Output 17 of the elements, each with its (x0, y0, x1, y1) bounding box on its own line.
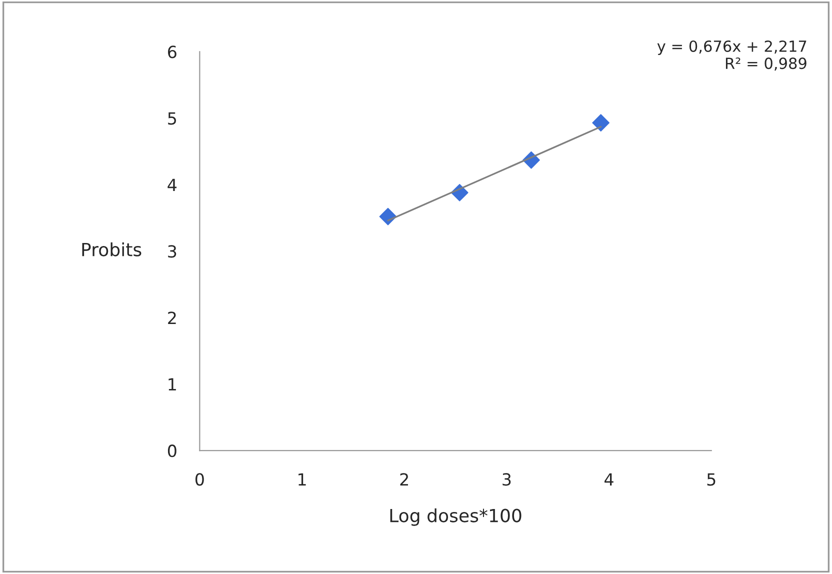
y-tick-label: 1 (168, 378, 176, 390)
point (592, 114, 610, 132)
y-tick-label: 3 (168, 245, 176, 258)
y-axis-title: Probits (82, 242, 142, 256)
y-tick-label: 6 (168, 46, 176, 58)
y-tick-label: 0 (168, 444, 176, 458)
y-tick-label: 4 (168, 178, 177, 191)
x-tick-label: 0 (195, 473, 204, 486)
y-tick-label: 2 (168, 312, 176, 324)
x-tick-label: 4 (604, 473, 614, 486)
x-tick-label: 5 (707, 473, 716, 486)
x-axis-title: Log doses*100 (390, 508, 522, 526)
x-tick-label: 3 (502, 473, 511, 486)
annotation: y = 0,676x + 2,217 R² = 0,989 (657, 40, 806, 71)
x-tick-label: 2 (400, 473, 408, 486)
x-tick-label: 1 (298, 473, 306, 486)
y-tick-label: 5 (168, 112, 176, 125)
